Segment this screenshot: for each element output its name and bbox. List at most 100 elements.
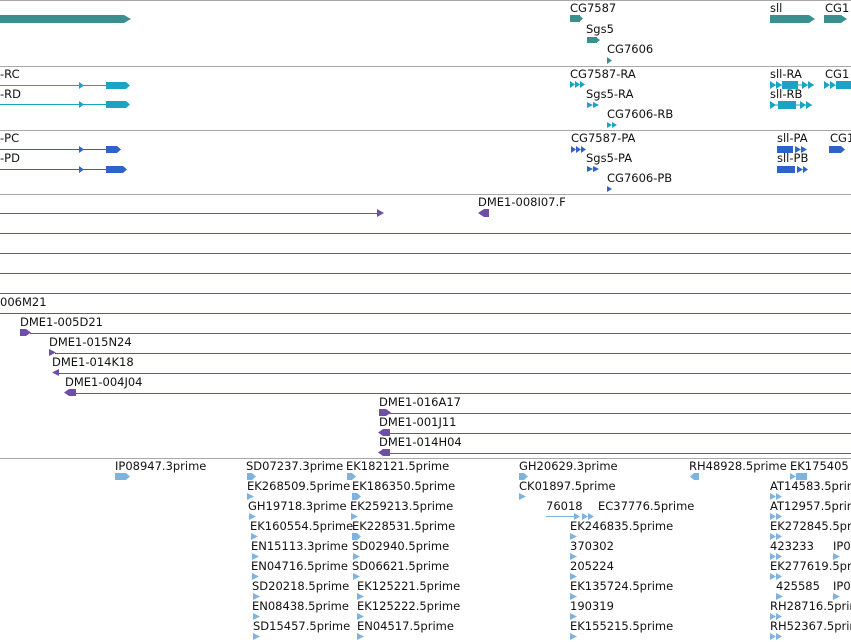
est-glyph[interactable] [353, 573, 361, 580]
bac-clone-line[interactable] [0, 273, 851, 274]
est-glyph[interactable] [115, 473, 131, 480]
transcript-exon[interactable] [106, 101, 131, 108]
transcript-exon[interactable] [824, 81, 851, 89]
peptide-exon[interactable] [106, 166, 128, 173]
est-label[interactable]: EK135724.5prime [570, 579, 674, 593]
est-label[interactable]: SD06621.5prime [352, 559, 450, 573]
bac-label-dme1-016a17[interactable]: DME1-016A17 [379, 395, 461, 409]
est-glyph[interactable] [519, 493, 527, 500]
est-label[interactable]: EK277619.5prime [770, 559, 851, 573]
bac-label-dme1-014k18[interactable]: DME1-014K18 [52, 355, 134, 369]
est-label[interactable]: AT14583.5prime [770, 479, 851, 493]
est-glyph[interactable] [833, 593, 841, 600]
est-label[interactable]: GH20629.3prime [519, 459, 618, 473]
est-label[interactable]: EK246835.5prime [570, 519, 674, 533]
bac-label-dme1-001j11[interactable]: DME1-001J11 [379, 415, 457, 429]
transcript-label[interactable]: -RD [0, 87, 21, 101]
peptide-exon[interactable] [587, 166, 600, 172]
transcript-exon[interactable] [106, 82, 131, 89]
est-glyph[interactable] [252, 553, 260, 560]
bac-label-dme1-004j04[interactable]: DME1-004J04 [65, 375, 143, 389]
peptide-exon[interactable] [106, 146, 122, 153]
est-label[interactable]: 190319 [570, 599, 614, 613]
est-label[interactable]: EN08438.5prime [252, 599, 349, 613]
est-label[interactable]: 423233 [770, 539, 814, 553]
bac-clone-line[interactable] [0, 213, 380, 214]
est-label[interactable]: 76018 [546, 499, 583, 513]
gene-label-sgs5[interactable]: Sgs5 [586, 22, 614, 36]
gene-label-sll[interactable]: sll [770, 1, 783, 15]
peptide-exon[interactable] [571, 146, 587, 153]
peptide-exon[interactable] [777, 166, 809, 173]
est-label[interactable]: EK186350.5prime [352, 479, 456, 493]
bac-end-glyph[interactable] [378, 449, 391, 456]
est-glyph[interactable] [770, 493, 784, 500]
bac-clone-line[interactable] [388, 433, 851, 434]
gene-glyph[interactable] [0, 13, 132, 25]
est-glyph[interactable] [770, 513, 784, 520]
est-glyph[interactable] [519, 473, 529, 480]
est-label[interactable]: EK272845.5prime [770, 519, 851, 533]
est-glyph[interactable] [770, 553, 784, 560]
peptide-label-sgs5-pa[interactable]: Sgs5-PA [586, 151, 633, 165]
gene-glyph-cg7587[interactable] [570, 15, 580, 22]
est-glyph[interactable] [833, 553, 841, 560]
bac-clone-line[interactable] [74, 393, 851, 394]
est-label[interactable]: AT12957.5prime [770, 499, 851, 513]
est-glyph[interactable] [247, 473, 257, 480]
est-label[interactable]: RH28716.5prime [770, 599, 851, 613]
bac-clone-line[interactable] [30, 333, 851, 334]
est-label[interactable]: EK160554.5prime [250, 519, 354, 533]
peptide-label-sll-pa[interactable]: sll-PA [777, 131, 808, 145]
est-label[interactable]: RH52367.5prime [770, 619, 851, 633]
est-glyph[interactable] [357, 633, 365, 640]
gene-glyph-cg7606[interactable] [607, 57, 613, 64]
peptide-exon[interactable] [777, 146, 809, 153]
transcript-label-cg7587-ra[interactable]: CG7587-RA [570, 67, 636, 81]
est-glyph[interactable] [352, 533, 362, 540]
bac-clone-line[interactable] [389, 413, 851, 414]
est-label[interactable]: CK01897.5prime [519, 479, 616, 493]
gene-glyph-cg1[interactable] [824, 14, 848, 24]
est-glyph[interactable] [570, 573, 578, 580]
est-glyph[interactable] [570, 613, 578, 620]
est-glyph[interactable] [357, 613, 365, 620]
bac-clone-line[interactable] [0, 253, 851, 254]
est-glyph[interactable] [357, 593, 365, 600]
transcript-exon[interactable] [770, 81, 816, 89]
est-glyph[interactable] [776, 593, 784, 600]
est-label[interactable]: EK182121.5prime [346, 459, 450, 473]
est-glyph[interactable] [352, 493, 362, 500]
est-label[interactable]: IP0 [833, 539, 851, 553]
bac-end-glyph[interactable] [378, 429, 391, 436]
est-glyph[interactable] [253, 613, 261, 620]
transcript-exon[interactable] [770, 101, 814, 109]
est-glyph[interactable] [570, 633, 578, 640]
est-label[interactable]: SD07237.3prime [246, 459, 344, 473]
transcript-exon[interactable] [607, 122, 619, 128]
est-label[interactable]: EN04716.5prime [251, 559, 348, 573]
est-label[interactable]: EN15113.3prime [251, 539, 348, 553]
transcript-label-cg1[interactable]: CG1 [825, 67, 850, 81]
bac-clone-line[interactable] [0, 293, 851, 294]
bac-end-glyph[interactable] [64, 389, 77, 396]
est-label[interactable]: EC37776.5prime [598, 499, 695, 513]
bac-end-glyph[interactable] [478, 209, 490, 217]
peptide-label[interactable]: -PD [0, 151, 20, 165]
est-label[interactable]: 425585 [776, 579, 820, 593]
transcript-exon[interactable] [587, 102, 600, 108]
gene-label-cg1[interactable]: CG1 [825, 1, 850, 15]
est-glyph[interactable] [347, 473, 357, 480]
est-label[interactable]: SD20218.5prime [252, 579, 350, 593]
est-glyph[interactable] [790, 473, 808, 480]
bac-end-glyph[interactable] [20, 329, 32, 336]
est-label[interactable]: 370302 [570, 539, 614, 553]
bac-label-dme1-008i07-f[interactable]: DME1-008I07.F [478, 195, 566, 209]
est-label[interactable]: SD15457.5prime [253, 619, 351, 633]
bac-label-dme1-005d21[interactable]: DME1-005D21 [20, 315, 103, 329]
est-label[interactable]: EK155215.5prime [570, 619, 674, 633]
est-glyph[interactable] [253, 633, 261, 640]
bac-label-dme1-014h04[interactable]: DME1-014H04 [379, 435, 462, 449]
est-glyph[interactable] [570, 593, 578, 600]
est-label[interactable]: EK228531.5prime [352, 519, 456, 533]
